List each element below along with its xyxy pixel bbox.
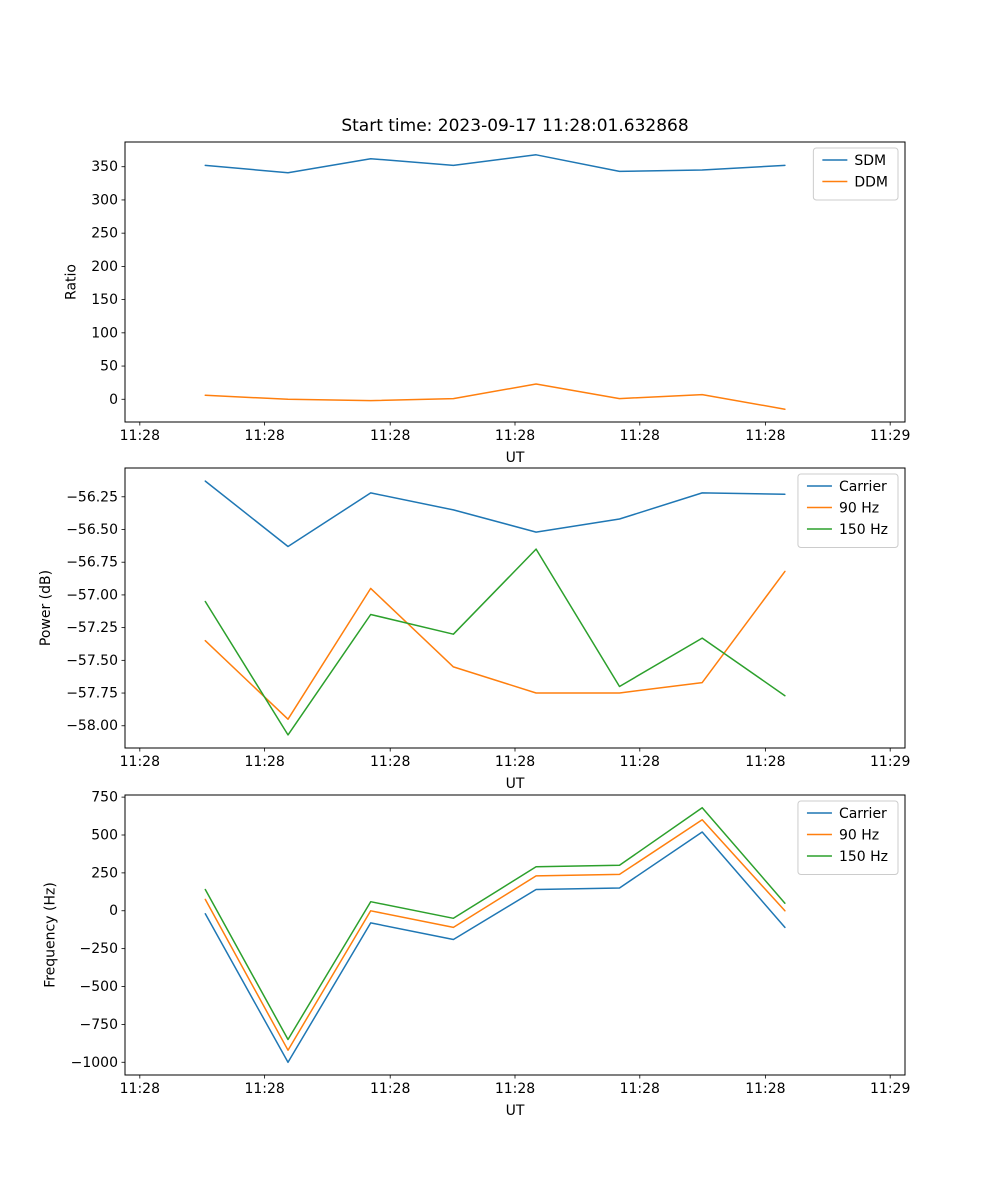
x-axis-label: UT [506, 450, 525, 466]
x-tick-label: 11:28 [120, 428, 160, 444]
x-tick-label: 11:28 [120, 1081, 160, 1097]
x-tick-label: 11:28 [370, 1081, 410, 1097]
series-line-150-hz [204, 548, 786, 736]
x-tick-label: 11:29 [870, 428, 910, 444]
subplot-1: Start time: 2023-09-17 11:28:01.632868 0 5… [63, 116, 910, 466]
y-axis-label: Power (dB) [38, 570, 54, 646]
y-tick-label: 250 [91, 865, 118, 881]
y-tick-label: 0 [109, 903, 118, 919]
x-tick-label: 11:28 [745, 428, 785, 444]
legend: Carrier 90 Hz 150 Hz [797, 473, 899, 548]
series-line-90-hz [204, 570, 786, 720]
y-tick-label: −56.75 [66, 555, 118, 571]
y-tick-label: 0 [109, 392, 118, 408]
y-tick-label: 150 [91, 292, 118, 308]
y-tick-label: −750 [80, 1017, 118, 1033]
x-tick-label: 11:28 [495, 1081, 535, 1097]
series-line-ddm [204, 383, 786, 410]
y-tick-label: −56.50 [66, 522, 118, 538]
legend-label-90-hz: 90 Hz [839, 827, 879, 843]
legend: Carrier 90 Hz 150 Hz [797, 800, 899, 875]
x-tick-label: 11:28 [244, 754, 284, 770]
x-tick-label: 11:28 [244, 1081, 284, 1097]
legend-label-150-hz: 150 Hz [839, 522, 888, 538]
x-tick-label: 11:28 [745, 754, 785, 770]
subplot-3: −1000 −750 −500 −250 0 250 500 750 11:28 11:28 11:… [43, 790, 911, 1119]
y-axis-label: Frequency (Hz) [43, 882, 59, 988]
x-tick-label: 11:28 [745, 1081, 785, 1097]
y-tick-label: −57.75 [66, 686, 118, 702]
legend-label-sdm: SDM [854, 153, 886, 169]
y-axis-label: Ratio [63, 264, 79, 300]
y-tick-label: −57.25 [66, 620, 118, 636]
y-tick-label: −250 [80, 941, 118, 957]
y-tick-label: 200 [91, 259, 118, 275]
y-tick-label: −57.00 [66, 587, 118, 603]
legend-label-carrier: Carrier [839, 806, 887, 822]
chart-title: Start time: 2023-09-17 11:28:01.632868 [341, 116, 688, 136]
y-tick-label: 500 [91, 827, 118, 843]
x-axis-label: UT [506, 776, 525, 792]
y-tick-label: 250 [91, 226, 118, 242]
legend-label-150-hz: 150 Hz [839, 849, 888, 865]
y-tick-label: −500 [80, 979, 118, 995]
axes-frame [124, 467, 906, 749]
axes-frame [124, 794, 906, 1076]
x-tick-label: 11:28 [370, 754, 410, 770]
y-tick-label: 100 [91, 325, 118, 341]
y-tick-label: −1000 [71, 1055, 118, 1071]
x-tick-label: 11:28 [495, 754, 535, 770]
y-tick-label: −56.25 [66, 489, 118, 505]
y-tick-label: 750 [91, 790, 118, 806]
series-line-150-hz [204, 806, 786, 1041]
x-tick-label: 11:29 [870, 754, 910, 770]
legend-label-ddm: DDM [854, 174, 888, 190]
y-tick-label: 300 [91, 192, 118, 208]
subplot-2: −58.00 −57.75 −57.50 −57.25 −57.00 −56.75 −56.… [38, 467, 910, 792]
y-tick-label: −58.00 [66, 718, 118, 734]
x-tick-label: 11:28 [620, 428, 660, 444]
series-line-carrier [204, 831, 786, 1064]
x-tick-label: 11:28 [244, 428, 284, 444]
x-tick-label: 11:28 [495, 428, 535, 444]
x-tick-label: 11:28 [620, 1081, 660, 1097]
y-tick-label: −57.50 [66, 653, 118, 669]
axes-frame [124, 141, 906, 423]
series-line-sdm [204, 154, 786, 174]
x-tick-label: 11:28 [370, 428, 410, 444]
x-tick-label: 11:28 [620, 754, 660, 770]
x-tick-label: 11:29 [870, 1081, 910, 1097]
series-line-carrier [204, 480, 786, 548]
legend-label-carrier: Carrier [839, 479, 887, 495]
series-line-90-hz [204, 819, 786, 1051]
y-tick-label: 50 [100, 359, 118, 375]
x-tick-label: 11:28 [120, 754, 160, 770]
y-tick-label: 350 [91, 159, 118, 175]
legend: SDM DDM [812, 147, 899, 201]
x-axis-label: UT [506, 1103, 525, 1119]
legend-box [812, 147, 899, 201]
legend-label-90-hz: 90 Hz [839, 500, 879, 516]
